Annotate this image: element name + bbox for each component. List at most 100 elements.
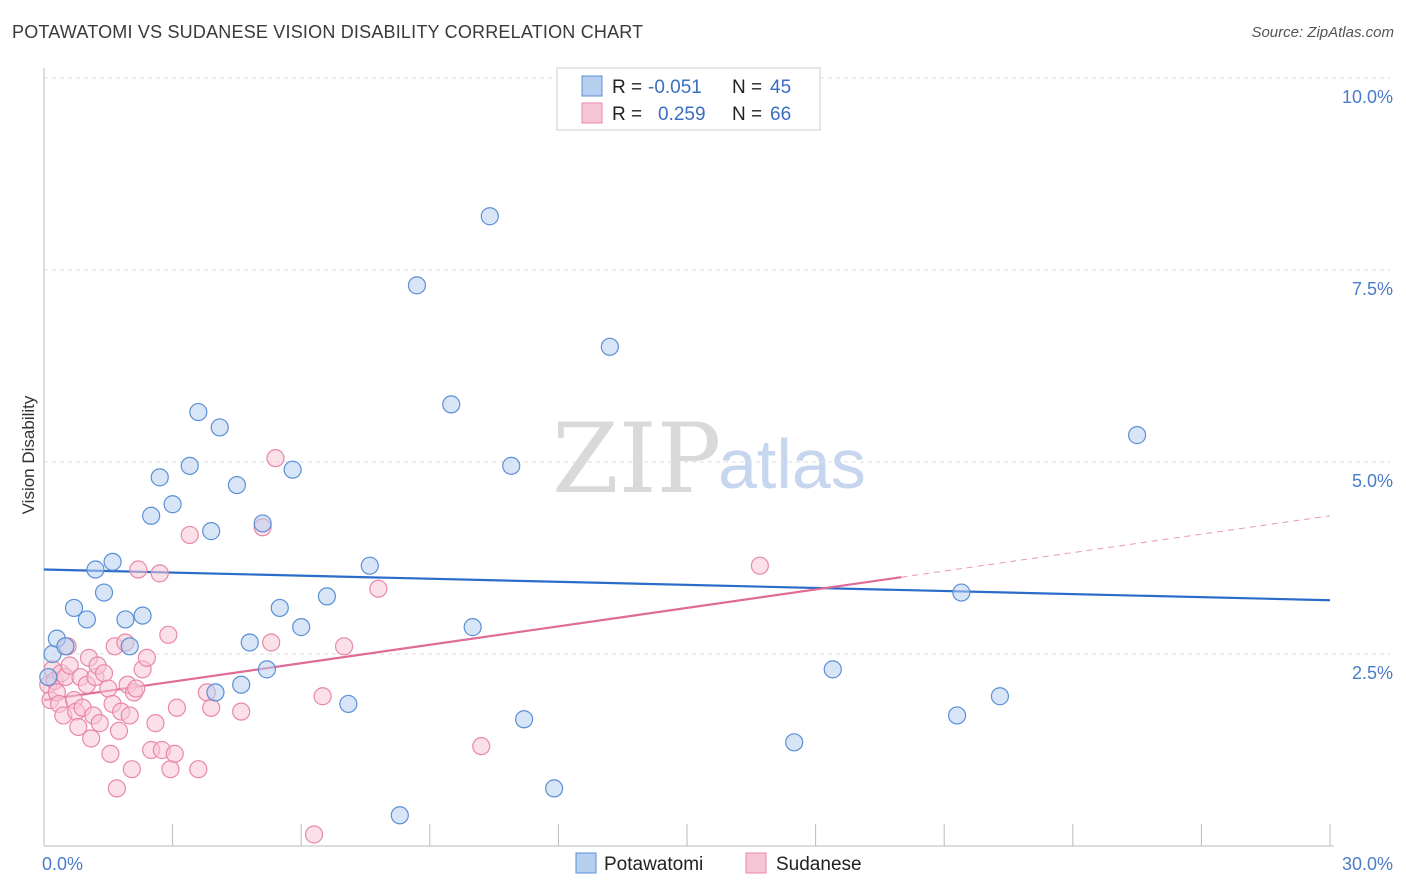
sudanese-point-54 xyxy=(262,633,281,652)
potawatomi-point-45 xyxy=(1127,426,1147,445)
sudanese-point-37 xyxy=(129,560,148,579)
bottom-legend-sudanese: Sudanese xyxy=(776,854,862,875)
legend-r-label-2: R = xyxy=(612,104,642,125)
sudanese-point-48 xyxy=(180,525,199,545)
legend-n-value-1: 45 xyxy=(770,77,791,98)
potawatomi-point-14 xyxy=(163,495,182,514)
sudanese-point-49 xyxy=(189,760,208,779)
potawatomi-point-39 xyxy=(600,337,619,356)
potawatomi-point-21 xyxy=(232,675,251,694)
potawatomi-point-22 xyxy=(240,633,259,652)
potawatomi-point-15 xyxy=(180,456,199,475)
trend-lines xyxy=(43,515,1331,702)
sudanese-point-13 xyxy=(69,717,88,737)
trend-line-sudanese-1 xyxy=(43,576,902,702)
sudanese-point-52 xyxy=(232,702,251,721)
potawatomi-point-28 xyxy=(317,587,337,606)
potawatomi-point-33 xyxy=(442,395,461,414)
stats-legend: R = -0.051 N = 45 R = 0.259 N = 66 xyxy=(556,67,821,131)
sudanese-point-39 xyxy=(137,648,156,667)
sudanese-point-55 xyxy=(266,449,285,468)
sudanese-point-59 xyxy=(369,579,388,598)
trend-line-potawatomi-0 xyxy=(43,568,1331,602)
potawatomi-point-32 xyxy=(407,276,427,295)
sudanese-point-34 xyxy=(122,760,141,779)
potawatomi-point-11 xyxy=(133,606,152,625)
potawatomi-point-3 xyxy=(56,637,75,656)
sudanese-point-58 xyxy=(334,637,354,656)
sudanese-point-60 xyxy=(472,737,491,756)
x-tick-label-1: 30.0% xyxy=(1342,854,1393,874)
chart-title: POTAWATOMI VS SUDANESE VISION DISABILITY… xyxy=(12,22,644,42)
legend-swatch-potawatomi xyxy=(581,75,603,97)
potawatomi-point-35 xyxy=(480,207,499,226)
series-legend: Potawatomi Sudanese xyxy=(575,852,862,875)
watermark: ZIP atlas xyxy=(552,403,866,515)
potawatomi-point-6 xyxy=(86,560,105,579)
sudanese-points xyxy=(39,449,769,844)
sudanese-point-24 xyxy=(99,679,118,698)
legend-n-label-1: N = xyxy=(732,77,762,98)
y-tick-labels: 2.5% 5.0% 7.5% 10.0% xyxy=(1342,87,1393,683)
sudanese-point-42 xyxy=(150,564,169,583)
legend-n-value-2: 66 xyxy=(770,104,791,125)
sudanese-point-18 xyxy=(82,729,101,748)
potawatomi-point-30 xyxy=(360,556,379,575)
potawatomi-point-5 xyxy=(77,610,96,629)
x-tick-labels: 0.0% 30.0% xyxy=(42,854,1393,874)
sudanese-point-23 xyxy=(94,664,114,683)
y-tick-label-2: 7.5% xyxy=(1352,279,1393,299)
potawatomi-point-7 xyxy=(94,583,114,602)
watermark-atlas: atlas xyxy=(718,425,866,503)
potawatomi-points xyxy=(39,207,1147,825)
potawatomi-point-20 xyxy=(227,475,246,495)
potawatomi-point-9 xyxy=(116,610,135,629)
potawatomi-point-23 xyxy=(253,514,272,533)
potawatomi-point-26 xyxy=(283,460,302,479)
potawatomi-point-10 xyxy=(120,637,139,656)
potawatomi-point-19 xyxy=(210,418,229,437)
sudanese-point-51 xyxy=(202,698,221,717)
potawatomi-point-36 xyxy=(502,456,521,475)
sudanese-point-57 xyxy=(313,687,332,706)
potawatomi-point-13 xyxy=(150,468,169,487)
source-label: Source: ZipAtlas.com xyxy=(1251,24,1394,41)
potawatomi-point-41 xyxy=(823,660,842,679)
bottom-legend-swatch-potawatomi xyxy=(575,852,597,874)
sudanese-point-44 xyxy=(159,625,178,644)
y-tick-label-1: 5.0% xyxy=(1352,471,1393,491)
sudanese-point-10 xyxy=(60,656,79,675)
potawatomi-point-29 xyxy=(339,694,358,714)
legend-r-label-1: R = xyxy=(612,77,642,98)
potawatomi-point-40 xyxy=(785,733,804,752)
sudanese-point-56 xyxy=(304,825,324,844)
x-tick-label-0: 0.0% xyxy=(42,854,83,874)
potawatomi-point-24 xyxy=(257,660,277,679)
sudanese-point-47 xyxy=(167,698,186,717)
potawatomi-point-16 xyxy=(189,402,208,422)
sudanese-point-41 xyxy=(146,714,165,733)
potawatomi-point-34 xyxy=(463,618,482,637)
sudanese-point-22 xyxy=(90,714,109,733)
sudanese-point-46 xyxy=(165,744,184,763)
potawatomi-point-31 xyxy=(390,806,409,825)
sudanese-point-33 xyxy=(120,706,139,725)
y-axis-label: Vision Disability xyxy=(19,395,38,514)
potawatomi-point-12 xyxy=(142,506,161,525)
y-tick-label-3: 10.0% xyxy=(1342,87,1393,107)
potawatomi-point-38 xyxy=(545,779,564,798)
legend-n-label-2: N = xyxy=(732,104,762,125)
potawatomi-point-27 xyxy=(292,618,311,637)
legend-r-value-2: 0.259 xyxy=(658,104,706,125)
potawatomi-point-4 xyxy=(64,598,84,618)
potawatomi-point-44 xyxy=(990,687,1010,706)
potawatomi-point-42 xyxy=(947,706,967,725)
sudanese-point-61 xyxy=(750,556,769,575)
sudanese-point-29 xyxy=(109,721,129,740)
legend-r-value-1: -0.051 xyxy=(648,77,702,98)
potawatomi-point-18 xyxy=(206,683,225,702)
potawatomi-point-37 xyxy=(515,710,534,729)
sudanese-point-28 xyxy=(107,779,126,798)
potawatomi-point-8 xyxy=(103,552,122,571)
